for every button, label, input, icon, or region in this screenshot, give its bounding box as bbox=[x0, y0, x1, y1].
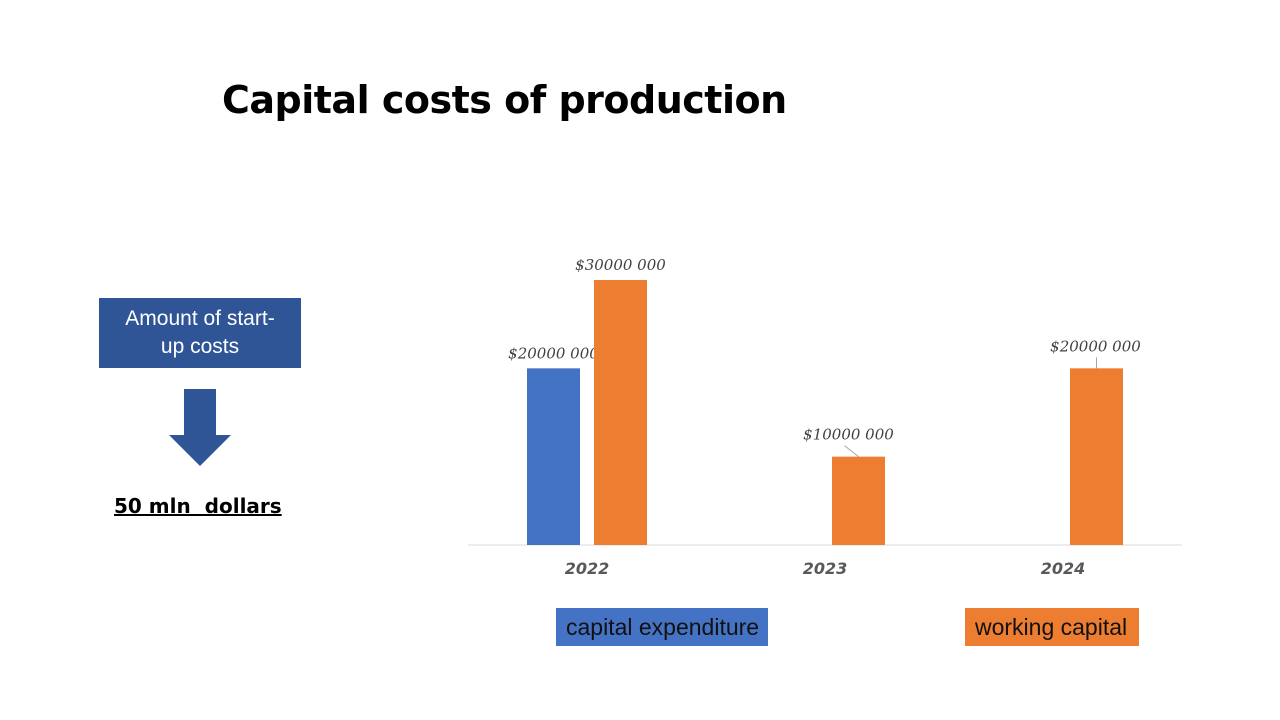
legend-working-capital: working capital bbox=[965, 608, 1139, 646]
data-label: $20000 000 bbox=[508, 344, 599, 362]
bar-capital-expenditure-2022 bbox=[527, 368, 580, 545]
x-tick-label: 2023 bbox=[803, 559, 848, 578]
x-tick-label: 2022 bbox=[565, 559, 610, 578]
startup-costs-label: Amount of start-up costs bbox=[125, 307, 275, 358]
bar-working-capital-2024 bbox=[1070, 368, 1123, 545]
startup-costs-box: Amount of start-up costs bbox=[99, 298, 301, 368]
data-label: $10000 000 bbox=[803, 426, 894, 444]
data-label: $30000 000 bbox=[575, 256, 666, 274]
bar-working-capital-2022 bbox=[594, 280, 647, 545]
slide-title: Capital costs of production bbox=[222, 78, 787, 122]
bar-working-capital-2023 bbox=[832, 456, 885, 545]
data-label-leader-line bbox=[844, 445, 859, 458]
data-label: $20000 000 bbox=[1050, 337, 1141, 355]
legend-capital-expenditure-label: capital expenditure bbox=[566, 613, 760, 640]
total-startup-amount: 50 mln dollars bbox=[114, 494, 282, 518]
legend-working-capital-label: working capital bbox=[975, 613, 1128, 640]
down-arrow-icon bbox=[169, 389, 231, 466]
legend-capital-expenditure: capital expenditure bbox=[556, 608, 768, 646]
x-tick-label: 2024 bbox=[1041, 559, 1086, 578]
